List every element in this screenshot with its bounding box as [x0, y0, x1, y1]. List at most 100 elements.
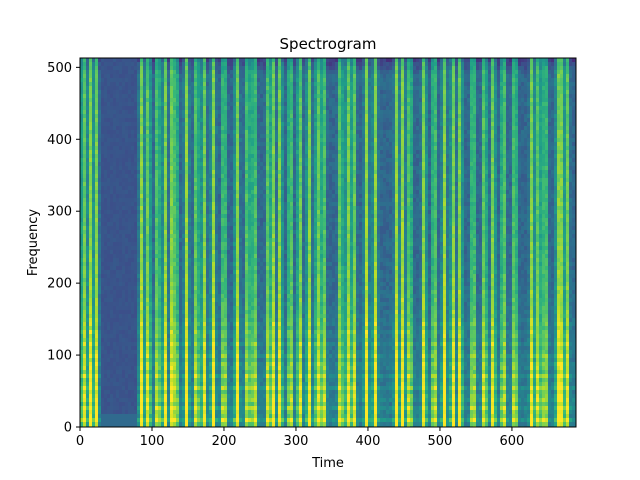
heatmap-cell: [116, 270, 120, 275]
heatmap-cell: [101, 134, 105, 139]
heatmap-cell: [146, 94, 150, 99]
heatmap-cell: [218, 82, 222, 87]
heatmap-cell: [134, 194, 138, 199]
heatmap-cell: [98, 338, 102, 343]
heatmap-cell: [158, 418, 162, 423]
heatmap-cell: [230, 298, 234, 303]
heatmap-cell: [191, 294, 195, 299]
heatmap-cell: [206, 78, 210, 83]
heatmap-cell: [158, 198, 162, 203]
heatmap-cell: [224, 342, 228, 347]
heatmap-cell: [236, 222, 240, 227]
heatmap-cell: [122, 182, 126, 187]
heatmap-cell: [182, 102, 186, 107]
heatmap-cell: [155, 150, 159, 155]
heatmap-cell: [233, 282, 237, 287]
heatmap-cell: [134, 174, 138, 179]
heatmap-cell: [188, 282, 192, 287]
heatmap-cell: [167, 258, 171, 263]
heatmap-cell: [116, 262, 120, 267]
heatmap-cell: [203, 330, 207, 335]
heatmap-cell: [164, 130, 168, 135]
heatmap-cell: [122, 402, 126, 407]
heatmap-cell: [83, 402, 87, 407]
heatmap-cell: [113, 70, 117, 75]
heatmap-cell: [203, 250, 207, 255]
heatmap-cell: [227, 314, 231, 319]
heatmap-cell: [116, 94, 120, 99]
heatmap-cell: [197, 134, 201, 139]
heatmap-cell: [152, 126, 156, 131]
heatmap-cell: [215, 398, 219, 403]
heatmap-cell: [128, 154, 132, 159]
heatmap-cell: [194, 418, 198, 423]
heatmap-cell: [233, 338, 237, 343]
heatmap-cell: [203, 390, 207, 395]
heatmap-cell: [80, 214, 84, 219]
heatmap-cell: [206, 210, 210, 215]
heatmap-cell: [224, 138, 228, 143]
heatmap-cell: [179, 242, 183, 247]
heatmap-cell: [89, 102, 93, 107]
heatmap-cell: [143, 162, 147, 167]
heatmap-cell: [191, 358, 195, 363]
heatmap-cell: [104, 178, 108, 183]
heatmap-cell: [146, 258, 150, 263]
heatmap-cell: [104, 374, 108, 379]
heatmap-cell: [131, 150, 135, 155]
heatmap-cell: [101, 142, 105, 147]
heatmap-cell: [191, 318, 195, 323]
heatmap-cell: [164, 150, 168, 155]
heatmap-cell: [239, 178, 243, 183]
heatmap-cell: [149, 406, 153, 411]
heatmap-cell: [140, 258, 144, 263]
heatmap-cell: [86, 86, 90, 91]
heatmap-cell: [191, 290, 195, 295]
heatmap-cell: [188, 94, 192, 99]
heatmap-cell: [239, 126, 243, 131]
heatmap-cell: [164, 122, 168, 127]
heatmap-cell: [197, 58, 201, 63]
heatmap-cell: [194, 386, 198, 391]
heatmap-cell: [86, 78, 90, 83]
heatmap-cell: [179, 90, 183, 95]
heatmap-cell: [89, 110, 93, 115]
heatmap-cell: [209, 282, 213, 287]
heatmap-cell: [182, 114, 186, 119]
heatmap-cell: [206, 214, 210, 219]
heatmap-cell: [122, 286, 126, 291]
heatmap-cell: [95, 310, 99, 315]
heatmap-cell: [116, 294, 120, 299]
heatmap-cell: [233, 110, 237, 115]
heatmap-cell: [218, 230, 222, 235]
heatmap-cell: [158, 214, 162, 219]
heatmap-cell: [149, 62, 153, 67]
heatmap-cell: [194, 278, 198, 283]
heatmap-cell: [155, 198, 159, 203]
heatmap-cell: [206, 398, 210, 403]
heatmap-cell: [152, 278, 156, 283]
heatmap-cell: [134, 230, 138, 235]
heatmap-cell: [182, 270, 186, 275]
heatmap-cell: [221, 382, 225, 387]
heatmap-cell: [152, 74, 156, 79]
heatmap-cell: [236, 422, 240, 427]
heatmap-cell: [176, 314, 180, 319]
heatmap-cell: [89, 162, 93, 167]
heatmap-cell: [194, 210, 198, 215]
heatmap-cell: [179, 230, 183, 235]
heatmap-cell: [86, 194, 90, 199]
heatmap-cell: [197, 214, 201, 219]
heatmap-cell: [191, 66, 195, 71]
heatmap-cell: [140, 282, 144, 287]
heatmap-cell: [89, 106, 93, 111]
heatmap-cell: [110, 70, 114, 75]
heatmap-cell: [110, 266, 114, 271]
heatmap-cell: [119, 354, 123, 359]
heatmap-cell: [80, 190, 84, 195]
heatmap-cell: [197, 410, 201, 415]
heatmap-cell: [86, 318, 90, 323]
heatmap-cell: [164, 290, 168, 295]
heatmap-cell: [95, 402, 99, 407]
heatmap-cell: [215, 214, 219, 219]
